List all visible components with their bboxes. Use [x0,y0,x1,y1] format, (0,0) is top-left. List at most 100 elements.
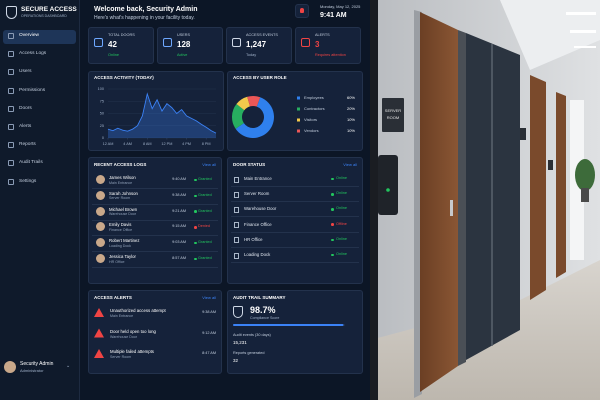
access-logs-panel [88,157,222,284]
nav-item[interactable]: Audit Trails [19,160,43,166]
door-status: Online [336,206,347,211]
row-divider [231,231,359,233]
view-all-link[interactable]: View all [343,162,357,167]
y-tick-label: 100 [98,87,104,91]
log-location: Server Room [109,196,131,201]
stat-label: ACCESS EVENTS [246,33,278,37]
log-location: HR Office [109,259,125,264]
nav-item[interactable]: Alerts [19,124,32,129]
door-icon [234,237,239,244]
role-segment [247,95,261,107]
y-tick-label: 0 [102,136,104,140]
activity-area [108,93,216,138]
log-status: Granted [198,256,212,260]
value-label: 20% [347,106,355,111]
audit-panel [227,290,363,374]
role-segment [236,96,250,111]
nav-item[interactable]: Access Logs [19,51,47,57]
legend-label: Vendors [304,128,319,133]
panel-title: ACCESS ALERTS [94,295,132,300]
status-dot [331,177,334,181]
door [420,12,458,392]
alert-title: Unauthorized access attempt [110,308,166,313]
door-name: Warehouse Door [244,206,277,212]
legend-swatch [297,96,300,100]
door-status: Offline [336,221,347,226]
stat-value: 42 [108,40,117,49]
log-location: Warehouse Door [109,212,137,217]
log-time: 9:03 AM [172,240,186,245]
nav-active [3,30,76,44]
avatar [96,175,105,184]
brand: SECURE ACCESS [21,6,77,13]
nav-icon [8,124,14,130]
value-label: 60% [347,95,355,100]
card-reader [520,128,526,140]
nav-icon [8,87,14,94]
status-dot [194,210,197,213]
door-name: HR Office [244,236,263,242]
log-location: Finance Office [109,227,133,232]
log-time: 9:38 AM [172,192,186,197]
row-divider [231,246,359,248]
stat-status: Today [246,53,257,57]
log-name: James Wilson [109,175,136,180]
stat-status: Online [108,53,119,57]
nav-item[interactable]: Settings [19,178,37,184]
hallway-photo: SERVER ROOM [370,0,600,400]
stat-status: Requires attention [315,53,346,57]
legend-label: Employees [304,95,324,100]
nav-icon [8,160,14,167]
log-status: Granted [198,192,212,197]
alerts-panel [88,290,222,374]
door-status: Online [336,236,347,241]
reports-label: Reports generated [233,351,265,355]
door-status: Online [336,252,347,256]
status-dot [331,253,334,257]
status-dot [194,226,197,229]
log-name: Sarah Johnson [109,190,138,196]
card-reader [548,160,553,170]
nav-item[interactable]: Overview [19,33,39,38]
log-status: Granted [198,240,212,245]
sign-text: ROOM [387,115,399,120]
avatar [96,206,105,216]
nav-item[interactable]: Users [19,69,32,75]
sidebar [0,0,80,400]
y-tick-label: 75 [100,99,104,103]
door-name: Finance Office [244,221,272,227]
avatar [96,222,105,232]
legend-label: Visitors [304,117,317,122]
row-divider [231,201,359,202]
log-status: Granted [198,208,212,213]
log-status: Denied [198,224,211,229]
alert-icon [94,328,104,338]
stat-label: USERS [177,33,191,37]
audit-events: 15,231 [233,340,247,345]
door-icon [234,206,239,213]
log-location: Main Entrance [109,180,133,185]
log-location: Loading Dock [109,243,131,248]
x-tick-label: 4 PM [182,142,191,146]
view-all-link[interactable]: View all [202,295,216,300]
log-status: Granted [198,177,212,181]
view-all-link[interactable]: View all [202,162,216,167]
audit-events-label: Audit events (30 days) [233,333,271,337]
stat-icon [301,38,310,47]
nav-item[interactable]: Permissions [19,87,46,93]
nav-item[interactable]: Doors [19,105,32,111]
value-label: 10% [347,117,355,122]
door-sign [382,98,404,132]
door-icon [234,222,239,229]
log-name: Robert Martinez [109,238,140,244]
nav-icon [8,142,14,149]
activity-panel [88,71,224,151]
logo-icon [6,6,17,19]
nav-item[interactable]: Reports [19,142,36,148]
door-frame [458,30,466,366]
log-time: 8:57 AM [172,256,186,260]
alert-icon [94,349,104,358]
door-icon [234,252,239,259]
row-divider [231,186,359,187]
